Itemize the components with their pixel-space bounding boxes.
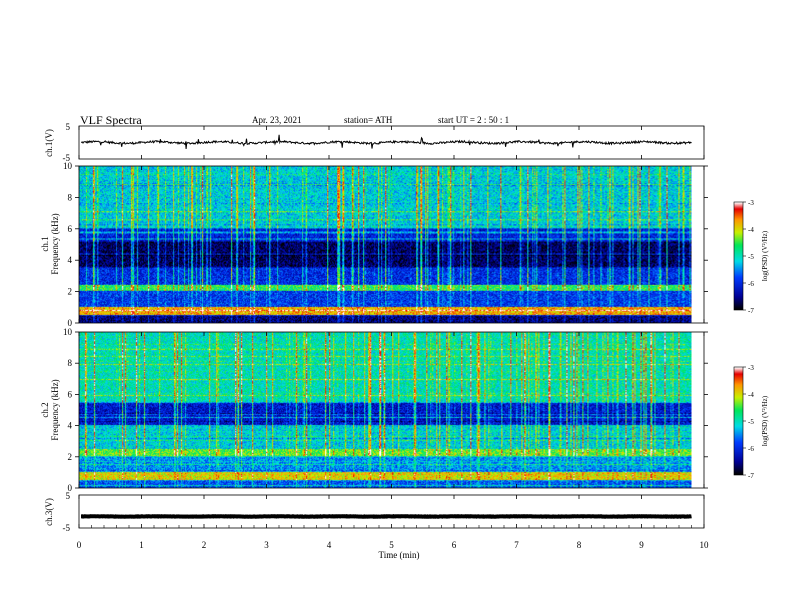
freq-tick-label: 4	[68, 421, 73, 431]
ch1-spectrogram-image	[79, 166, 692, 323]
figure-title: VLF Spectra	[80, 113, 142, 127]
time-tick-label: 4	[327, 540, 332, 550]
time-tick-label: 1	[139, 540, 144, 550]
freq-tick-label: 6	[68, 389, 73, 399]
freq-tick-label: 2	[68, 287, 73, 297]
ch2-spectrogram-image	[79, 332, 692, 488]
time-tick-label: 7	[514, 540, 519, 550]
ch2-frequency-ticks: 0 2 4 6 8 10	[63, 327, 708, 493]
colorbar-tick-label: -5	[748, 253, 754, 261]
ch2-spectrogram-ylabel-2: Frequency (kHz)	[50, 379, 60, 440]
ch3-waveform-panel: 5 -5 ch.3(V)	[44, 491, 705, 533]
freq-tick-label: 0	[68, 483, 73, 493]
colorbar-tick-label: -4	[748, 391, 754, 399]
colorbar-tick-label: -6	[748, 445, 754, 453]
freq-tick-label: 8	[68, 192, 73, 202]
date-label: Apr. 23, 2021	[252, 115, 302, 125]
ch2-colorbar-label: log(PSD) (V²/Hz)	[761, 395, 769, 446]
ch3-ylabel: ch.3(V)	[44, 498, 54, 526]
ch3-waveform-frame	[78, 494, 705, 529]
colorbar-tick-label: -3	[748, 364, 754, 372]
ch1-waveform-line	[81, 134, 692, 149]
ch1-spectrogram-ylabel-1: ch.1	[40, 236, 50, 251]
ch1-frequency-ticks: 0 2 4 6 8 10	[63, 161, 708, 328]
colorbar-tick-label: -4	[748, 226, 754, 234]
freq-tick-label: 10	[63, 161, 73, 171]
station-label: station= ATH	[344, 115, 393, 125]
time-axis-label: Time (min)	[379, 550, 420, 560]
time-tick-label: 8	[577, 540, 582, 550]
ch1-spectrogram-ylabel-2: Frequency (kHz)	[50, 213, 60, 274]
ch1-colorbar	[734, 202, 743, 310]
colorbar-tick-label: -7	[748, 472, 754, 480]
ch1-ytick-bottom: -5	[63, 153, 71, 163]
ch2-spectrogram-ylabel-1: ch.2	[40, 402, 50, 417]
ch3-ytick-top: 5	[66, 491, 71, 501]
time-tick-label: 0	[77, 540, 82, 550]
start-time-label: start UT = 2 : 50 : 1	[438, 115, 509, 125]
ch2-colorbar-ticks: -3 -4 -5 -6 -7	[733, 364, 754, 480]
colorbar-tick-label: -6	[748, 280, 754, 288]
colorbar-tick-label: -3	[748, 199, 754, 207]
ch1-ylabel: ch.1(V)	[44, 129, 54, 157]
freq-tick-label: 4	[68, 255, 73, 265]
ch1-colorbar-label: log(PSD) (V²/Hz)	[761, 230, 769, 281]
time-tick-label: 9	[639, 540, 644, 550]
time-tick-label: 10	[700, 540, 710, 550]
colorbar-tick-label: -5	[748, 418, 754, 426]
time-tick-label: 3	[264, 540, 269, 550]
time-axis-ticks: 0 1 2 3 4 5 6 7 8 9 10	[77, 126, 709, 550]
freq-tick-label: 10	[63, 327, 73, 337]
ch3-ytick-bottom: -5	[63, 523, 71, 533]
freq-tick-label: 2	[68, 452, 73, 462]
time-tick-label: 5	[389, 540, 394, 550]
ch3-waveform-line	[81, 514, 692, 519]
freq-tick-label: 8	[68, 358, 73, 368]
freq-tick-label: 6	[68, 224, 73, 234]
time-tick-label: 6	[452, 540, 457, 550]
ch1-colorbar-ticks: -3 -4 -5 -6 -7	[733, 199, 754, 315]
colorbar-tick-label: -7	[748, 307, 754, 315]
ch2-colorbar	[734, 367, 743, 475]
ch1-ytick-top: 5	[66, 122, 71, 132]
time-tick-label: 2	[202, 540, 207, 550]
freq-tick-label: 0	[68, 318, 73, 328]
ch1-waveform-panel: 5 -5 ch.1(V)	[44, 122, 705, 163]
